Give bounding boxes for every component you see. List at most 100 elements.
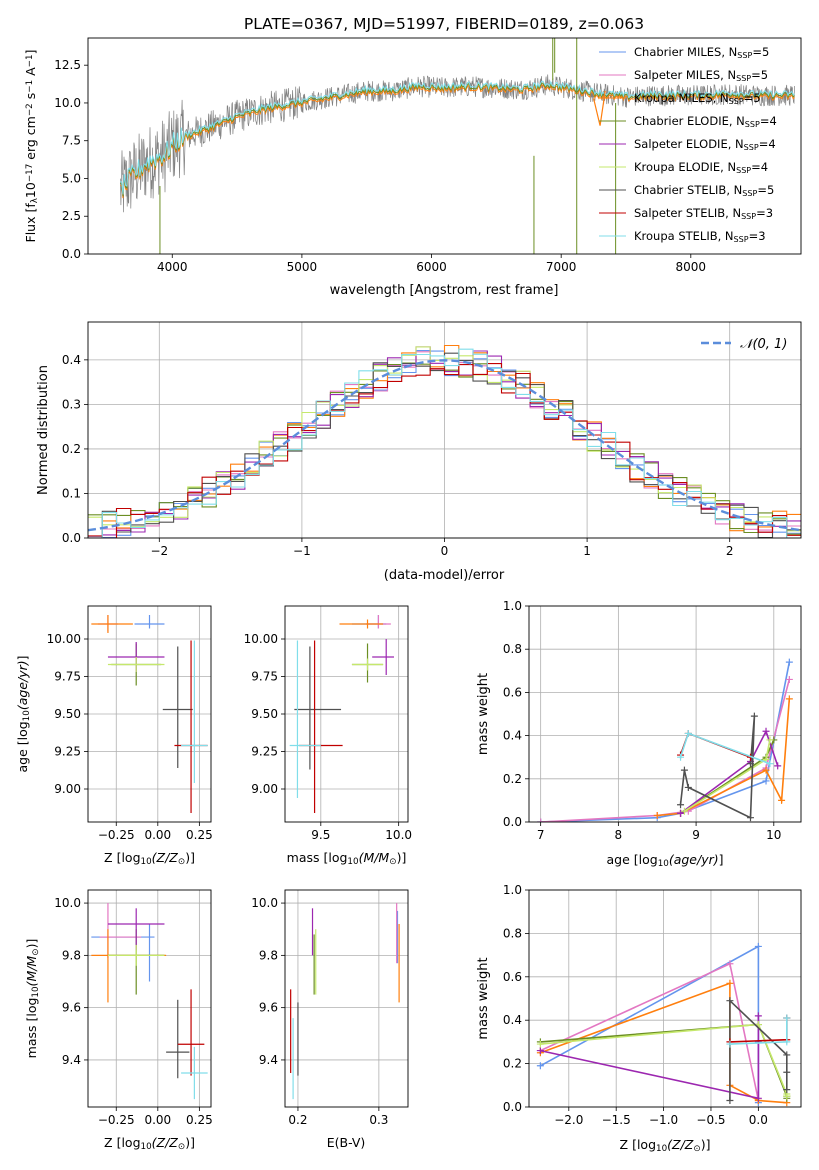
histogram-step-salpeter-stelib xyxy=(88,363,801,538)
x-tick-label: 6000 xyxy=(416,260,447,274)
y-tick-label: 10.0 xyxy=(54,896,81,910)
x-tick-label: −2.0 xyxy=(554,1113,583,1127)
y-tick-label: 9.00 xyxy=(251,782,278,796)
weight-marker-chabrier-stelib xyxy=(746,814,754,822)
legend-label: Kroupa MILES, NSSP=5 xyxy=(634,91,761,106)
x-tick-label: 0.0 xyxy=(749,1113,768,1127)
x-axis-label: age [log10(age/yr)] xyxy=(606,852,723,869)
label-part: λ xyxy=(30,198,40,203)
weight-marker-kroupa-stelib xyxy=(766,760,774,768)
weight-marker-salpeter-elodie xyxy=(536,1047,544,1055)
label-part: Kroupa STELIB, N xyxy=(634,229,734,243)
x-tick-label: 0.25 xyxy=(186,1113,213,1127)
x-tick-label: 9 xyxy=(692,828,700,842)
x-tick-label: 5000 xyxy=(287,260,318,274)
x-tick-label: 0.3 xyxy=(369,1113,388,1127)
label-part: −1 xyxy=(25,80,35,93)
label-part: (Z/Z xyxy=(152,1135,179,1150)
label-part: Salpeter MILES, N xyxy=(634,68,736,82)
y-tick-label: 9.8 xyxy=(62,948,81,962)
y-tick-label: 9.6 xyxy=(62,1001,81,1015)
x-tick-label: −0.25 xyxy=(98,828,135,842)
model-spectrum-line xyxy=(120,82,795,197)
weight-marker-kroupa-stelib xyxy=(783,1014,791,1022)
gaussian-curve xyxy=(88,359,801,532)
label-part: SSP xyxy=(734,235,749,244)
y-tick-label: 10.0 xyxy=(54,96,81,110)
label-part: SSP xyxy=(729,97,744,106)
label-part: 10 xyxy=(23,182,38,198)
label-part: ⊙ xyxy=(178,857,185,867)
label-part: Kroupa MILES, N xyxy=(634,91,729,105)
y-tick-label: 0.0 xyxy=(62,531,81,545)
axes-mass-vs-ebv: 0.2 0.3 9.4 9.6 9.8 10.0 E(B-V) xyxy=(251,889,409,1150)
weight-marker-chabrier-stelib xyxy=(677,801,685,809)
label-part: 10 xyxy=(658,859,669,869)
x-tick-label: −1.5 xyxy=(602,1113,631,1127)
weight-marker-chabrier-stelib xyxy=(783,1068,791,1076)
label-part: SSP xyxy=(736,74,751,83)
label-part: =5 xyxy=(751,68,768,82)
axes-frame xyxy=(284,889,409,1108)
weight-marker-kroupa-elodie xyxy=(680,807,688,815)
weight-marker-kroupa-elodie xyxy=(783,1092,791,1100)
axes-age-vs-mass: 9.5 10.0 9.00 9.25 9.50 9.75 10.00 mass [log10(… xyxy=(244,605,412,867)
weight-marker-salpeter-miles xyxy=(726,960,734,968)
y-tick-label: 9.75 xyxy=(251,670,278,684)
y-axis-label: mass [log10(M/M⊙)] xyxy=(24,939,41,1059)
label-part: ] xyxy=(23,50,38,55)
label-part: =5 xyxy=(752,45,769,59)
legend-label: Chabrier MILES, NSSP=5 xyxy=(634,45,769,60)
y-tick-label: 7.5 xyxy=(62,134,81,148)
label-part: (Z/Z xyxy=(667,1137,694,1152)
legend-label: Kroupa STELIB, NSSP=3 xyxy=(634,229,766,244)
label-part: ⊙ xyxy=(693,1144,700,1154)
x-tick-label: 4000 xyxy=(157,260,188,274)
axes-weight-vs-Z: −2.0 −1.5 −1.0 −0.5 0.0 0.0 0.2 0.4 0.6 0.8 1.0 Z [… xyxy=(476,883,802,1154)
weight-marker-chabrier-stelib xyxy=(726,1096,734,1104)
y-tick-label: 1.0 xyxy=(503,599,522,613)
axes-residual-hist: −2 −1 0 1 2 0.0 0.1 0.2 0.3 0.4 𝒩(0, 1) (data-model… xyxy=(36,321,802,583)
plot-area xyxy=(290,903,400,1100)
y-axis-label: mass weight xyxy=(476,957,491,1039)
x-tick-label: 1 xyxy=(583,544,591,558)
label-part: age [log xyxy=(15,721,30,772)
label-part: s xyxy=(23,93,38,104)
x-tick-label: 7000 xyxy=(546,260,577,274)
axes-frame xyxy=(87,889,212,1108)
y-tick-label: 9.4 xyxy=(259,1053,278,1067)
x-axis-label: E(B-V) xyxy=(327,1135,366,1150)
y-tick-label: 0.4 xyxy=(503,1013,522,1027)
y-tick-label: 0.8 xyxy=(503,642,522,656)
plot-area xyxy=(91,615,208,813)
plot-area xyxy=(88,344,801,538)
x-tick-label: 0.25 xyxy=(186,828,213,842)
label-part: −1 xyxy=(25,54,35,67)
y-tick-label: 5.0 xyxy=(62,171,81,185)
label-part: 10 xyxy=(22,710,32,721)
x-tick-label: 10 xyxy=(766,828,781,842)
label-part: ] xyxy=(15,655,30,660)
label-part: 10 xyxy=(141,1142,152,1152)
y-tick-label: 9.25 xyxy=(251,745,278,759)
label-part: (M/M xyxy=(24,956,39,987)
model-dip xyxy=(592,90,606,126)
label-part: Z [log xyxy=(620,1137,656,1152)
model-spectrum-line xyxy=(120,80,795,195)
x-tick-label: −0.5 xyxy=(696,1113,725,1127)
x-tick-label: 0 xyxy=(441,544,449,558)
weight-marker-chabrier-stelib xyxy=(750,712,758,720)
label-part: =5 xyxy=(744,91,761,105)
histogram-step-kroupa-elodie xyxy=(88,346,801,532)
label-part: Salpeter ELODIE, N xyxy=(634,137,744,151)
label-part: SSP xyxy=(742,189,757,198)
y-tick-label: 10.00 xyxy=(47,632,81,646)
weight-marker-salpeter-miles xyxy=(537,818,545,822)
label-part: =5 xyxy=(757,183,774,197)
plot-area xyxy=(120,38,795,254)
x-tick-label: 10.0 xyxy=(385,828,412,842)
weight-line-chabrier-stelib xyxy=(679,716,756,819)
label-part: 10 xyxy=(656,1144,667,1154)
